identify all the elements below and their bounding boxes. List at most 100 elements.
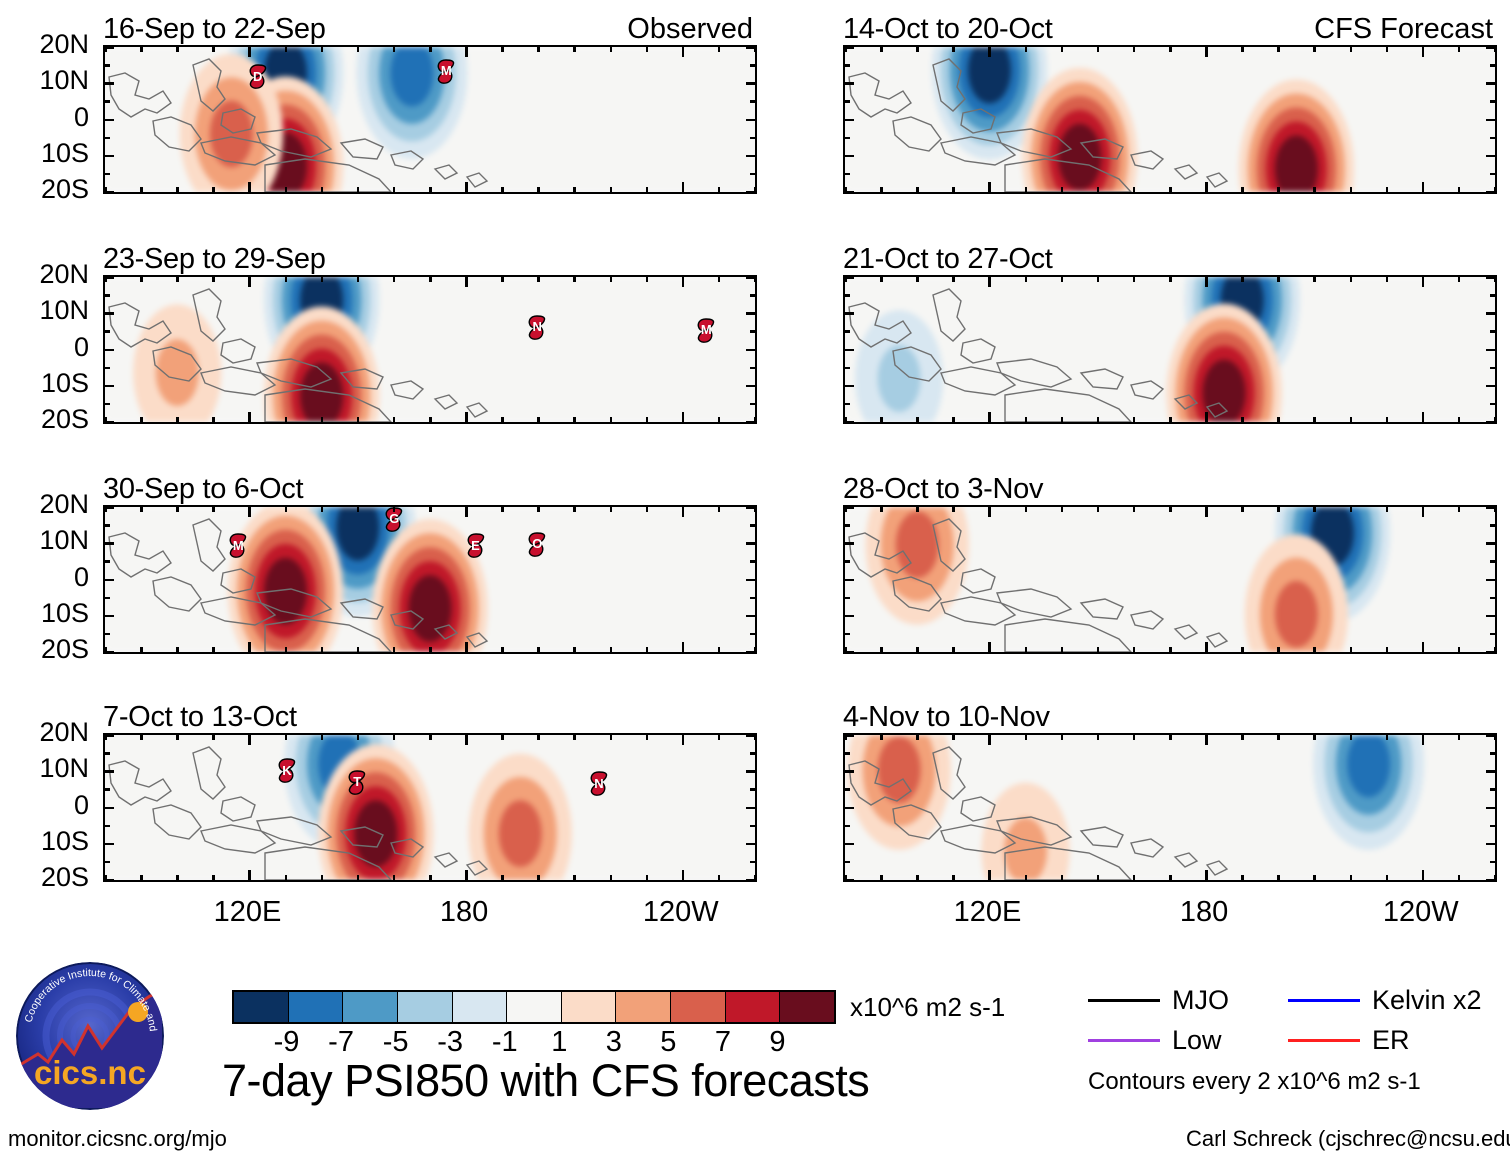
y-axis-label: 10S xyxy=(40,825,89,856)
map-plot-area[interactable] xyxy=(843,45,1497,194)
y-axis-label: 20N xyxy=(39,259,89,289)
y-axis-tick xyxy=(750,752,755,755)
x-axis-tick xyxy=(916,875,919,880)
x-axis-tick xyxy=(880,507,883,512)
panel-2: 23-Sep to 29-Sep N M xyxy=(103,243,757,424)
x-axis-tick xyxy=(392,417,396,422)
y-axis-tick xyxy=(750,172,755,176)
x-axis-tick xyxy=(429,875,432,880)
y-axis-tick xyxy=(1486,770,1495,773)
x-axis-tick xyxy=(320,277,324,282)
cicsnc-logo[interactable]: Cooperative Institute for Climate and Sa… xyxy=(16,962,164,1110)
y-axis-label: 0 xyxy=(73,789,89,820)
y-axis-tick xyxy=(845,294,850,297)
x-axis-tick xyxy=(1349,647,1353,652)
y-axis-tick xyxy=(750,100,755,103)
x-axis-tick xyxy=(1277,47,1280,52)
map-plot-area[interactable] xyxy=(843,505,1497,654)
y-axis-tick xyxy=(750,366,755,370)
x-axis-tick xyxy=(717,417,721,422)
y-axis-tick xyxy=(845,172,850,176)
y-axis-tick xyxy=(1486,806,1495,809)
legend-line-swatch xyxy=(1288,1039,1360,1042)
map-plot-area[interactable] xyxy=(843,275,1497,424)
storm-label: G xyxy=(389,511,400,527)
x-axis-tick xyxy=(356,277,360,282)
y-axis-tick xyxy=(105,614,114,618)
x-axis-tick xyxy=(1457,875,1461,880)
anomaly-field xyxy=(845,735,1495,880)
map-plot-area[interactable]: M G E O xyxy=(103,505,757,654)
colorbar-tick-label: -3 xyxy=(437,1026,464,1058)
x-axis-tick xyxy=(1132,507,1136,512)
x-axis-tick xyxy=(845,47,847,52)
x-axis-tick xyxy=(1313,47,1316,52)
y-axis-tick xyxy=(750,330,755,333)
y-axis-label: 20S xyxy=(40,404,89,434)
storm-label: N xyxy=(532,319,542,335)
x-axis-tick xyxy=(681,735,685,745)
y-axis-tick xyxy=(1486,82,1495,85)
x-axis-tick xyxy=(537,187,540,192)
x-axis-tick xyxy=(501,47,504,52)
x-axis-tick xyxy=(573,735,576,740)
x-axis-tick xyxy=(1421,870,1425,880)
x-axis-tick xyxy=(176,277,179,282)
coastlines xyxy=(848,58,1229,192)
storm-label: N xyxy=(594,775,604,791)
y-axis-tick xyxy=(845,330,850,333)
x-axis-tick xyxy=(320,647,324,652)
x-axis-tick xyxy=(573,647,576,652)
y-axis-tick xyxy=(105,596,110,600)
x-axis-tick xyxy=(392,647,396,652)
x-axis-tick xyxy=(501,277,504,282)
x-axis-label: 120W xyxy=(1382,896,1459,928)
x-axis-tick xyxy=(1060,735,1064,740)
y-axis-tick xyxy=(1486,118,1495,121)
x-axis-tick xyxy=(1060,277,1064,282)
y-axis-tick xyxy=(1490,172,1495,176)
x-axis-tick xyxy=(645,507,649,512)
legend-label: ER xyxy=(1372,1025,1410,1055)
cyclone-icon xyxy=(229,533,247,558)
x-axis-tick xyxy=(465,870,468,880)
x-axis-tick xyxy=(537,417,540,422)
x-axis-tick xyxy=(537,277,540,282)
y-axis-label: 10S xyxy=(40,367,89,398)
y-axis-tick xyxy=(746,312,755,315)
x-axis-tick xyxy=(1205,507,1208,517)
x-axis-tick xyxy=(916,417,919,422)
y-axis-tick xyxy=(1490,64,1495,67)
y-axis-tick xyxy=(845,596,850,600)
panel-8: 4-Nov to 10-Nov xyxy=(843,701,1497,882)
x-axis-tick xyxy=(1205,412,1208,422)
y-axis-tick xyxy=(105,366,110,370)
y-axis-tick xyxy=(105,277,114,279)
y-axis-tick xyxy=(746,191,755,192)
panel-title: 28-Oct to 3-Nov xyxy=(843,473,1044,505)
x-axis-tick xyxy=(681,870,685,880)
y-axis-tick xyxy=(105,47,114,49)
x-axis-tick xyxy=(1421,277,1425,287)
x-axis-tick xyxy=(1494,507,1495,512)
x-axis-tick xyxy=(1313,187,1316,192)
y-axis-tick xyxy=(845,384,854,388)
y-axis-tick xyxy=(845,421,854,422)
y-axis-tick xyxy=(105,788,110,791)
storm-marker: M xyxy=(433,56,459,86)
x-axis-tick xyxy=(176,187,179,192)
x-axis-tick xyxy=(465,47,468,57)
colorbar-swatch xyxy=(671,992,726,1022)
x-axis-tick xyxy=(1060,187,1064,192)
y-axis-label: 0 xyxy=(73,561,89,592)
colorbar-swatch xyxy=(234,992,289,1022)
x-axis-tick xyxy=(248,412,251,422)
map-plot-area[interactable] xyxy=(843,733,1497,882)
x-axis-tick xyxy=(916,277,919,282)
x-axis-tick xyxy=(880,47,883,52)
x-axis-tick xyxy=(754,735,755,740)
colorbar-swatch xyxy=(288,992,344,1022)
